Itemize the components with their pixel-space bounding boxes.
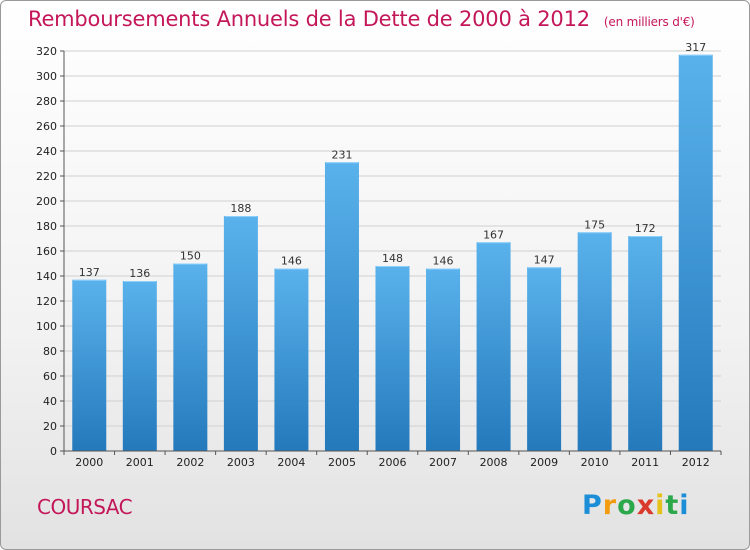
bar-2000 [72, 279, 107, 451]
value-label: 136 [129, 267, 150, 280]
y-tick-label: 100 [36, 320, 57, 333]
y-tick-label: 260 [36, 120, 57, 133]
logo-letter: x [636, 490, 656, 521]
value-label: 147 [534, 253, 555, 266]
x-tick-label: 2009 [530, 456, 558, 469]
y-tick-label: 120 [36, 295, 57, 308]
axes [60, 50, 722, 455]
y-tick-label: 40 [43, 395, 57, 408]
x-tick-label: 2006 [379, 456, 407, 469]
y-tick-label: 140 [36, 270, 57, 283]
x-tick-label: 2008 [480, 456, 508, 469]
value-label: 231 [331, 148, 352, 161]
value-label: 188 [230, 202, 251, 215]
bar-2007 [426, 268, 461, 451]
bar-2008 [476, 242, 511, 451]
bar-2010 [577, 232, 612, 451]
y-tick-label: 180 [36, 220, 57, 233]
bar-2011 [628, 236, 663, 451]
y-tick-label: 220 [36, 170, 57, 183]
x-tick-label: 2011 [631, 456, 659, 469]
y-tick-label: 20 [43, 420, 57, 433]
x-tick-label: 2000 [75, 456, 103, 469]
chart-title: Remboursements Annuels de la Dette de 20… [28, 7, 695, 31]
value-label: 148 [382, 252, 403, 265]
bars [72, 54, 713, 451]
value-label: 146 [281, 255, 302, 268]
bar-2004 [274, 268, 309, 451]
x-tick-label: 2003 [227, 456, 255, 469]
bar-2009 [527, 267, 562, 451]
bar-2002 [173, 263, 208, 451]
proxiti-logo: Proxiti [582, 490, 690, 521]
chart-title-text: Remboursements Annuels de la Dette de 20… [28, 7, 590, 31]
value-label: 317 [685, 41, 706, 54]
y-tick-label: 240 [36, 145, 57, 158]
y-tick-label: 0 [50, 445, 57, 458]
y-tick-label: 200 [36, 195, 57, 208]
city-name: COURSAC [37, 495, 133, 519]
x-tick-label: 2001 [126, 456, 154, 469]
bar-2005 [324, 162, 359, 451]
logo-letter: i [679, 490, 690, 521]
x-tick-label: 2002 [176, 456, 204, 469]
logo-letter: i [655, 490, 666, 521]
bar-2006 [375, 266, 410, 451]
y-tick-label: 160 [36, 245, 57, 258]
labels: 0 20 40 60 80 100 120 140 160 180 200 220 240 260 280 3… [36, 41, 710, 469]
y-tick-label: 300 [36, 70, 57, 83]
logo-letter: r [602, 490, 618, 521]
x-tick-label: 2007 [429, 456, 457, 469]
x-tick-label: 2004 [277, 456, 305, 469]
y-tick-label: 80 [43, 345, 57, 358]
value-label: 167 [483, 228, 504, 241]
x-tick-label: 2005 [328, 456, 356, 469]
y-tick-label: 320 [36, 45, 57, 58]
bar-2003 [223, 216, 258, 451]
bar-2001 [122, 281, 157, 451]
logo-letter: t [665, 490, 680, 521]
value-label: 175 [584, 218, 605, 231]
x-tick-label: 2010 [581, 456, 609, 469]
value-label: 137 [79, 266, 100, 279]
logo-letter: P [582, 490, 603, 521]
y-tick-label: 280 [36, 95, 57, 108]
unit-note: (en milliers d'€) [603, 15, 695, 29]
value-label: 150 [180, 250, 201, 263]
x-tick-label: 2012 [682, 456, 710, 469]
value-label: 172 [635, 222, 656, 235]
logo-letter: o [617, 490, 637, 521]
bar-2012 [678, 54, 713, 451]
value-label: 146 [433, 255, 454, 268]
y-tick-label: 60 [43, 370, 57, 383]
